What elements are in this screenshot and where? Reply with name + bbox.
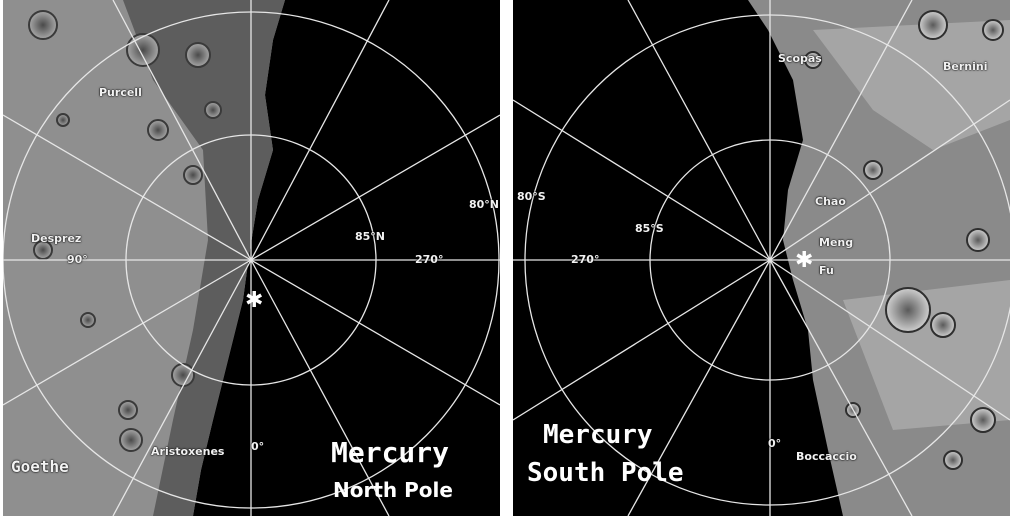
crater-boccaccio-label: Boccaccio <box>796 450 857 463</box>
north-longitude-0-label: 0° <box>251 440 265 453</box>
south-latitude-80-label: 80°S <box>517 190 546 203</box>
south-title-mercury: Mercury <box>543 420 653 450</box>
south-title-pole: South Pole <box>527 458 684 488</box>
south-craters <box>804 10 1004 470</box>
south-longitude-270-label: 270° <box>571 253 600 266</box>
crater-meng-label: Meng <box>819 236 854 249</box>
south-pole-marker-icon: ✱ <box>795 248 814 273</box>
north-title-pole: North Pole <box>333 478 453 502</box>
crater-chao-label: Chao <box>815 195 846 208</box>
crater-goethe-label: Goethe <box>11 457 69 476</box>
south-terrain-highlights <box>813 20 1010 430</box>
north-polar-grid <box>3 0 500 516</box>
north-latitude-85-label: 85°N <box>355 230 386 243</box>
crater-aristoxenes-label: Aristoxenes <box>151 445 225 458</box>
crater-purcell-label: Purcell <box>99 86 142 99</box>
north-latitude-80-label: 80°N <box>469 198 500 211</box>
south-pole-surface-and-grid <box>513 0 1010 516</box>
south-pole-map: ✱ Scopas Bernini Chao Meng Fu Boccaccio … <box>513 0 1010 516</box>
south-latitude-85-label: 85°S <box>635 222 664 235</box>
north-pole-map: ✱ Purcell Desprez Aristoxenes Goethe 90°… <box>3 0 500 516</box>
crater-bernini-label: Bernini <box>943 60 988 73</box>
crater-scopas-label: Scopas <box>778 52 822 65</box>
north-longitude-270-label: 270° <box>415 253 444 266</box>
crater-desprez-label: Desprez <box>31 232 82 245</box>
north-pole-marker-icon: ✱ <box>245 288 264 313</box>
crater-fu-label: Fu <box>819 264 834 277</box>
south-polar-grid <box>513 0 1010 516</box>
north-terrain-shading <box>123 0 285 516</box>
north-title-mercury: Mercury <box>331 436 450 469</box>
north-pole-surface-and-grid <box>3 0 500 516</box>
north-longitude-90-label: 90° <box>67 253 88 266</box>
south-longitude-0-label: 0° <box>768 437 782 450</box>
